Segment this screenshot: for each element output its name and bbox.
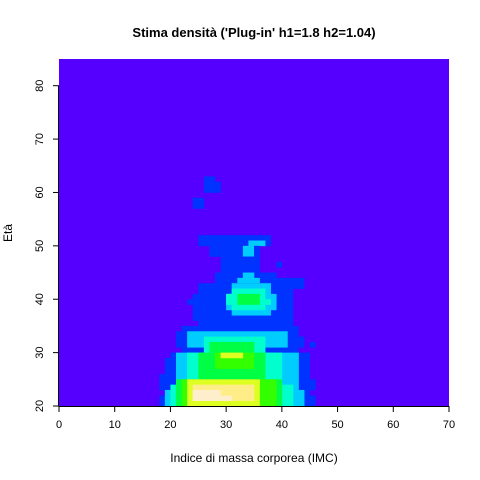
- plot-area: [59, 59, 449, 407]
- heatmap-cell: [187, 299, 194, 305]
- heatmap-cell: [198, 235, 272, 247]
- y-axis: 20 30 40 50 60 70 80: [34, 80, 59, 412]
- heatmap-cell: [209, 341, 255, 353]
- heatmap-cell: [309, 341, 316, 348]
- heatmap-cell: [265, 299, 272, 305]
- heatmap-cell: [254, 357, 266, 369]
- heatmap-cell: [248, 240, 266, 247]
- x-tick-label: 60: [387, 419, 399, 431]
- y-tick-label: 80: [34, 80, 46, 92]
- heatmap-cell: [209, 245, 244, 257]
- heatmap-cell: [192, 293, 199, 321]
- heatmap-cell: [176, 331, 182, 348]
- heatmap-cell: [159, 373, 166, 391]
- y-tick-label: 50: [34, 240, 46, 252]
- x-tick-label: 70: [443, 419, 455, 431]
- y-axis-label: Età: [1, 224, 15, 242]
- y-tick-label: 70: [34, 133, 46, 145]
- heatmap-cell: [220, 256, 260, 273]
- x-axis: 0 10 20 30 40 50 60 70: [56, 406, 455, 431]
- heatmap-cell: [237, 277, 260, 284]
- heatmap-cell: [203, 176, 216, 183]
- x-tick-label: 30: [220, 419, 232, 431]
- heatmap-cell: [237, 293, 260, 305]
- heatmap-cell: [192, 197, 205, 209]
- x-tick-label: 50: [331, 419, 343, 431]
- heatmap-cell: [220, 352, 244, 359]
- heatmap-cell: [220, 389, 244, 396]
- heatmap-cell: [226, 293, 233, 305]
- y-tick-label: 60: [34, 186, 46, 198]
- x-tick-label: 10: [109, 419, 121, 431]
- x-tick-label: 20: [164, 419, 176, 431]
- y-tick-label: 20: [34, 400, 46, 412]
- heatmap-cell: [242, 272, 255, 279]
- x-axis-label: Indice di massa corporea (IMC): [170, 451, 337, 465]
- heatmap-cell: [203, 181, 221, 193]
- chart-title: Stima densità ('Plug-in' h1=1.8 h2=1.04): [132, 25, 375, 40]
- y-tick-label: 30: [34, 346, 46, 358]
- heatmap-cells: [159, 176, 316, 407]
- heatmap-cell: [270, 293, 277, 311]
- heatmap-cell: [192, 389, 233, 401]
- y-tick-label: 40: [34, 293, 46, 305]
- heatmap-cell: [298, 336, 305, 348]
- heatmap-cell: [254, 245, 260, 257]
- x-tick-label: 0: [56, 419, 62, 431]
- x-tick-label: 40: [276, 419, 288, 431]
- heatmap-cell: [164, 357, 171, 391]
- heatmap-cell: [276, 261, 283, 268]
- heatmap-cell: [309, 379, 316, 391]
- heatmap-cell: [242, 245, 255, 257]
